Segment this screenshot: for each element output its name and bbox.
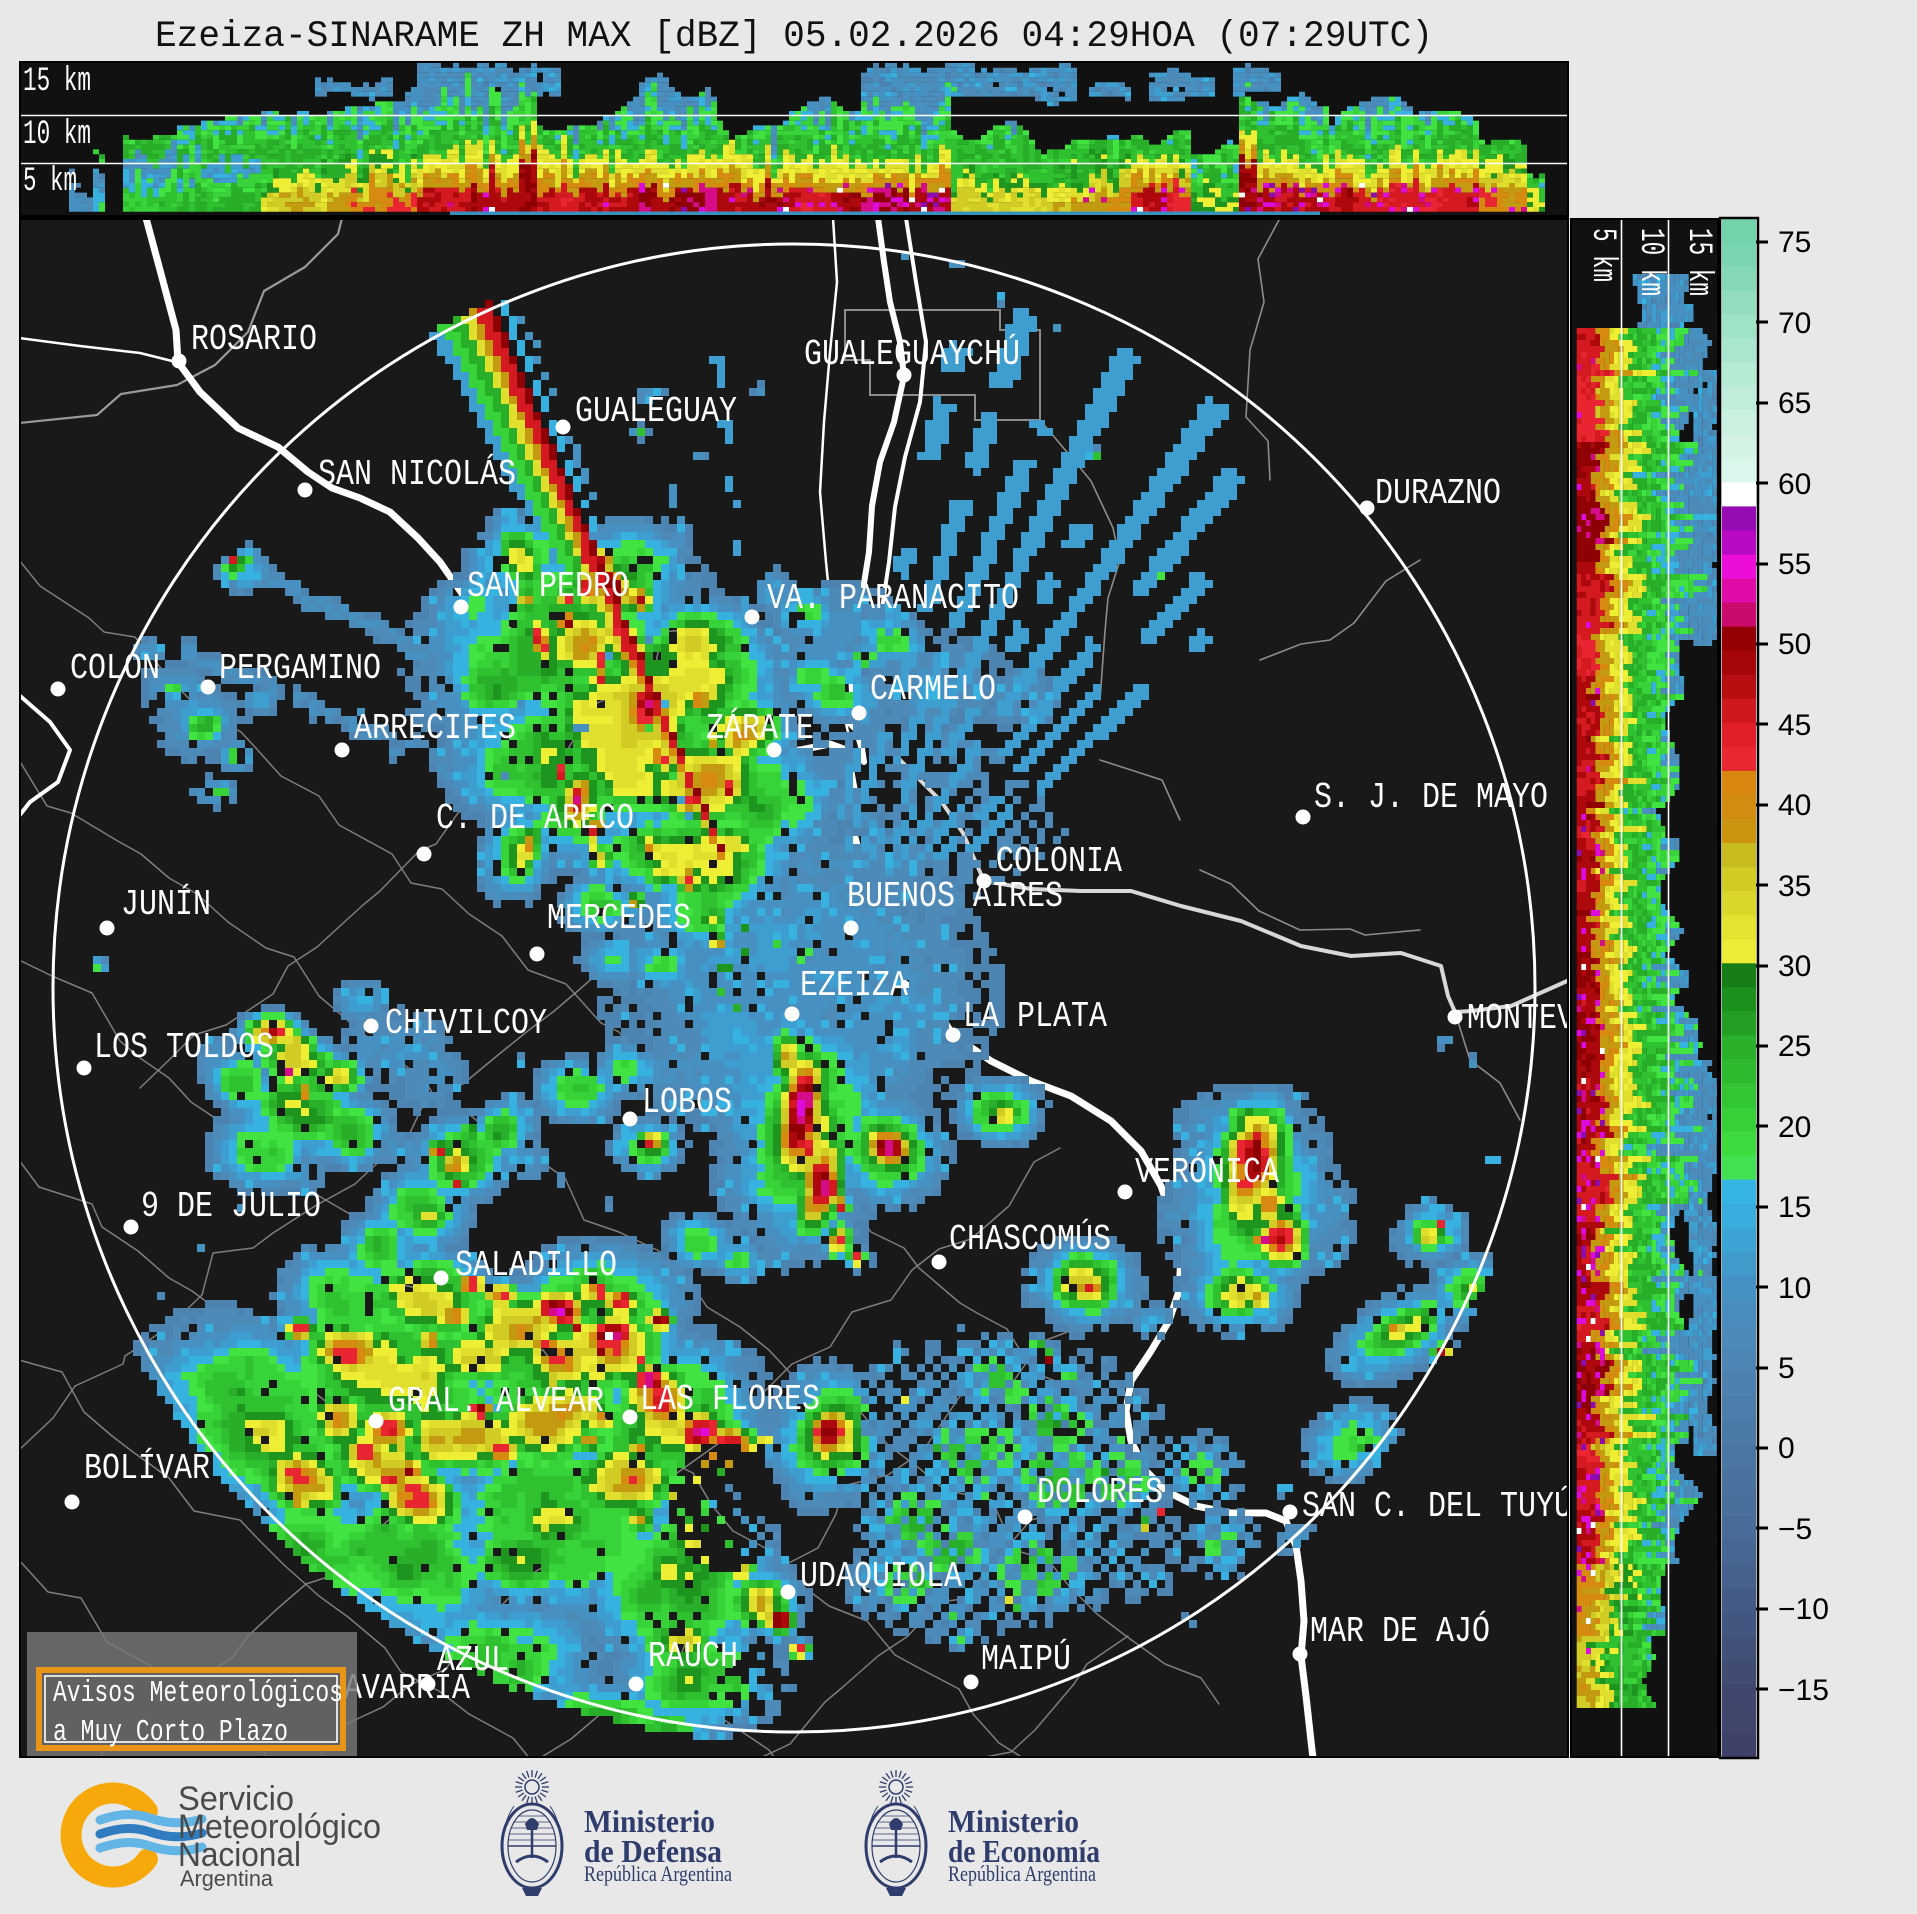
svg-text:Ministerio: Ministerio <box>948 1803 1079 1839</box>
svg-text:GUALEGUAY: GUALEGUAY <box>575 391 737 432</box>
svg-text:Servicio: Servicio <box>178 1780 294 1818</box>
svg-text:ROSARIO: ROSARIO <box>191 319 317 360</box>
svg-text:SALADILLO: SALADILLO <box>455 1245 617 1286</box>
svg-text:CARMELO: CARMELO <box>870 669 996 710</box>
svg-text:30: 30 <box>1778 950 1811 983</box>
svg-text:60: 60 <box>1778 468 1811 501</box>
svg-text:5 km: 5 km <box>23 163 77 201</box>
svg-text:AZUL: AZUL <box>437 1640 509 1681</box>
svg-text:MAIPÚ: MAIPÚ <box>981 1637 1071 1680</box>
svg-text:COLONIA: COLONIA <box>996 841 1122 882</box>
svg-text:VERÓNICA: VERÓNICA <box>1135 1150 1279 1193</box>
svg-text:BOLÍVAR: BOLÍVAR <box>84 1447 210 1489</box>
svg-text:DOLORES: DOLORES <box>1037 1472 1163 1513</box>
svg-text:SAN C. DEL TUYÚ: SAN C. DEL TUYÚ <box>1302 1484 1572 1527</box>
svg-text:15: 15 <box>1778 1191 1811 1224</box>
svg-text:25: 25 <box>1778 1030 1811 1063</box>
svg-text:5 km: 5 km <box>1583 228 1621 282</box>
svg-text:55: 55 <box>1778 548 1811 581</box>
svg-text:40: 40 <box>1778 789 1811 822</box>
svg-text:DURAZNO: DURAZNO <box>1375 473 1501 514</box>
svg-text:ARRECIFES: ARRECIFES <box>354 708 516 749</box>
svg-text:15 km: 15 km <box>1679 228 1717 296</box>
svg-text:CHASCOMÚS: CHASCOMÚS <box>949 1217 1111 1260</box>
svg-text:RAUCH: RAUCH <box>648 1636 738 1677</box>
svg-text:de Economía: de Economía <box>948 1833 1100 1869</box>
svg-text:LA PLATA: LA PLATA <box>963 996 1107 1037</box>
svg-text:15 km: 15 km <box>23 63 91 101</box>
svg-text:VA. PARANACITO: VA. PARANACITO <box>767 578 1019 619</box>
svg-text:PERGAMINO: PERGAMINO <box>219 648 381 689</box>
svg-text:Ezeiza-SINARAME ZH MAX [dBZ] 0: Ezeiza-SINARAME ZH MAX [dBZ] 05.02.2026 … <box>155 16 1433 58</box>
svg-text:50: 50 <box>1778 628 1811 661</box>
svg-text:10: 10 <box>1778 1272 1811 1305</box>
svg-text:MONTEVIDEO: MONTEVIDEO <box>1467 998 1647 1039</box>
svg-text:Ministerio: Ministerio <box>584 1803 715 1839</box>
svg-text:9 DE JULIO: 9 DE JULIO <box>141 1186 321 1227</box>
svg-text:SAN NICOLÁS: SAN NICOLÁS <box>318 453 516 495</box>
svg-text:20: 20 <box>1778 1111 1811 1144</box>
svg-text:0: 0 <box>1778 1432 1795 1465</box>
svg-text:Nacional: Nacional <box>178 1836 301 1874</box>
svg-text:−10: −10 <box>1778 1593 1829 1626</box>
svg-text:de Defensa: de Defensa <box>584 1833 722 1869</box>
svg-text:República Argentina: República Argentina <box>948 1861 1096 1886</box>
svg-text:LAS FLORES: LAS FLORES <box>640 1379 820 1420</box>
svg-text:EZEIZA: EZEIZA <box>800 965 908 1006</box>
svg-text:a Muy Corto Plazo: a Muy Corto Plazo <box>53 1715 288 1750</box>
svg-text:65: 65 <box>1778 387 1811 420</box>
svg-text:−5: −5 <box>1778 1513 1812 1546</box>
svg-text:45: 45 <box>1778 709 1811 742</box>
svg-text:CHIVILCOY: CHIVILCOY <box>385 1003 547 1044</box>
svg-text:MERCEDES: MERCEDES <box>547 898 691 939</box>
svg-text:GUALEGUAYCHÚ: GUALEGUAYCHÚ <box>804 332 1020 375</box>
svg-text:−15: −15 <box>1778 1674 1829 1707</box>
svg-text:70: 70 <box>1778 307 1811 340</box>
svg-text:República Argentina: República Argentina <box>584 1861 732 1886</box>
svg-text:JUNÍN: JUNÍN <box>121 883 211 925</box>
svg-text:MAR DE AJÓ: MAR DE AJÓ <box>1310 1609 1490 1652</box>
svg-text:LOS TOLDOS: LOS TOLDOS <box>94 1027 274 1068</box>
svg-text:GRAL. ALVEAR: GRAL. ALVEAR <box>388 1381 604 1422</box>
svg-text:ZÁRATE: ZÁRATE <box>706 707 814 749</box>
svg-text:75: 75 <box>1778 226 1811 259</box>
svg-text:5: 5 <box>1778 1352 1795 1385</box>
svg-text:Avisos Meteorológicos: Avisos Meteorológicos <box>53 1676 343 1711</box>
svg-text:Meteorológico: Meteorológico <box>178 1808 381 1846</box>
svg-text:S. J. DE MAYO: S. J. DE MAYO <box>1314 777 1548 818</box>
svg-text:C. DE ARECO: C. DE ARECO <box>436 798 634 839</box>
svg-text:LOBOS: LOBOS <box>642 1082 732 1123</box>
svg-text:BUENOS AIRES: BUENOS AIRES <box>847 876 1063 917</box>
svg-text:Argentina: Argentina <box>180 1866 274 1891</box>
svg-text:10 km: 10 km <box>23 116 91 154</box>
svg-text:10 km: 10 km <box>1631 228 1669 296</box>
svg-text:UDAQUIOLA: UDAQUIOLA <box>800 1556 962 1597</box>
svg-text:35: 35 <box>1778 870 1811 903</box>
svg-text:COLON: COLON <box>70 648 160 689</box>
svg-text:SAN PEDRO: SAN PEDRO <box>467 566 629 607</box>
